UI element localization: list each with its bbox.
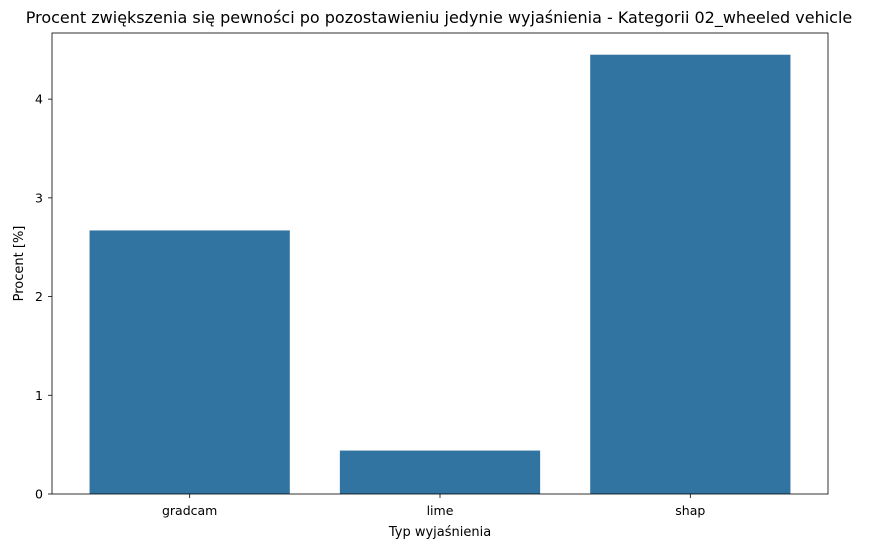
y-axis-label: Procent [%] bbox=[12, 226, 27, 302]
x-axis-ticks: gradcam lime shap bbox=[162, 494, 705, 518]
y-tick-label: 1 bbox=[35, 388, 43, 403]
y-tick-label: 0 bbox=[35, 487, 43, 502]
x-tick-label: shap bbox=[675, 503, 705, 518]
x-tick-label: gradcam bbox=[162, 503, 217, 518]
y-tick-label: 3 bbox=[35, 190, 43, 205]
chart-title: Procent zwiększenia się pewności po pozo… bbox=[26, 8, 853, 28]
x-axis-label: Typ wyjaśnienia bbox=[388, 525, 491, 540]
y-tick-label: 4 bbox=[35, 92, 43, 107]
y-tick-label: 2 bbox=[35, 289, 43, 304]
bar-gradcam bbox=[89, 230, 290, 494]
bars-group bbox=[89, 54, 791, 494]
bar-lime bbox=[339, 450, 541, 494]
bar-shap bbox=[590, 54, 791, 494]
y-axis-ticks: 0 1 2 3 4 bbox=[35, 92, 52, 502]
plot-frame bbox=[51, 32, 829, 495]
x-tick-label: lime bbox=[427, 503, 454, 518]
